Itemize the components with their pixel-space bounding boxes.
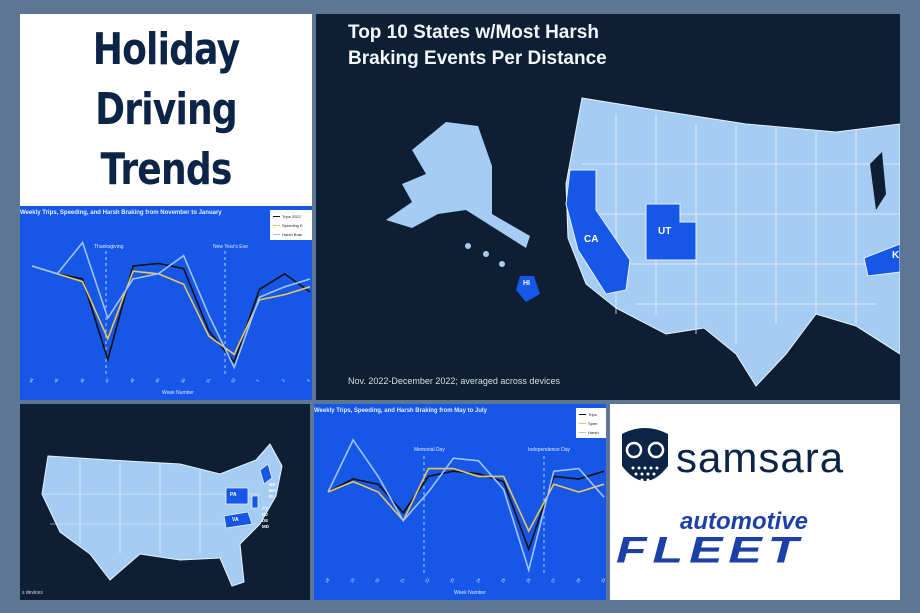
- california-highlight: [565, 169, 631, 295]
- annotation-independence-day: Independence Day: [528, 447, 570, 453]
- map-label-ma: MA: [269, 488, 276, 493]
- winter-x-axis-label: Week Number: [162, 390, 194, 396]
- series-line-2: [31, 265, 311, 356]
- map-label-ut: UT: [658, 226, 672, 237]
- alaska: [386, 122, 530, 248]
- legend-item: Harsh Brak: [282, 232, 303, 237]
- map-title-line-2: Braking Events Per Distance: [348, 48, 607, 69]
- summer-chart-title: Weekly Trips, Speeding, and Harsh Brakin…: [314, 408, 487, 414]
- map-label-nj: NJ: [262, 512, 268, 517]
- state-borders-small: [44, 460, 260, 554]
- series-line-2: [327, 467, 605, 533]
- map-label-nh: NH: [269, 482, 276, 487]
- legend-item: Trips 2022: [282, 214, 301, 219]
- winter-chart-panel: Weekly Trips, Speeding, and Harsh Brakin…: [20, 206, 312, 400]
- map-footnote: Nov. 2022-December 2022; averaged across…: [348, 376, 560, 386]
- us-map: [386, 97, 900, 387]
- harsh-braking-map-panel: Top 10 States w/Most Harsh Braking Event…: [316, 14, 900, 400]
- map-label-hi: HI: [523, 280, 530, 287]
- annotation-new-years-eve: New Year's Eve: [213, 244, 248, 250]
- winter-chart-title: Weekly Trips, Speeding, and Harsh Brakin…: [20, 210, 222, 216]
- continental-us-small: [41, 443, 283, 587]
- automotive-wordmark: automotive: [680, 508, 809, 535]
- summer-chart: [327, 438, 605, 574]
- northeast-highlight: [259, 463, 273, 485]
- east-map-footnote: s devices: [22, 590, 43, 596]
- map-label-ct: CT: [262, 506, 268, 511]
- legend-item: Trips: [588, 412, 597, 417]
- map-labels-midatlantic: CT NJ DE MD: [262, 506, 269, 530]
- annotation-memorial-day: Memorial Day: [414, 447, 445, 453]
- nj-highlight: [251, 495, 259, 509]
- map-label-va: VA: [232, 517, 239, 523]
- summer-chart-panel: Weekly Trips, Speeding, and Harsh Brakin…: [314, 404, 606, 600]
- lake-michigan: [870, 152, 886, 210]
- fleet-wordmark: FLEET: [616, 528, 805, 571]
- hawaii-island: [465, 243, 471, 249]
- us-map-east: [41, 443, 283, 587]
- map-title-line-1: Top 10 States w/Most Harsh: [348, 22, 599, 43]
- pennsylvania-highlight: [225, 487, 249, 505]
- summer-legend: Trips Spee Harsh: [576, 408, 606, 438]
- map-label-ca: CA: [584, 234, 599, 245]
- legend-item: Spee: [588, 421, 598, 426]
- hawaii-island: [483, 251, 489, 257]
- winter-chart: [31, 240, 311, 374]
- hawaii-island: [499, 261, 505, 267]
- map-label-pa: PA: [230, 492, 237, 498]
- series-line-1: [31, 262, 311, 364]
- continental-us: [565, 97, 900, 387]
- title-panel: Holiday Driving Trends: [20, 14, 312, 206]
- samsara-wordmark: samsara: [676, 434, 845, 481]
- east-map-panel: NH MA RI CT NJ DE MD PA VA s devices: [20, 404, 310, 600]
- kentucky-highlight: [863, 243, 900, 277]
- samsara-owl-icon: [622, 428, 668, 482]
- legend-item: Harsh: [588, 430, 599, 435]
- title-line-1: Holiday: [92, 24, 240, 75]
- legend-item: Speeding E: [282, 223, 303, 228]
- map-label-de: DE: [262, 518, 269, 523]
- map-label-ky: K: [892, 250, 900, 261]
- series-line-1: [327, 470, 605, 552]
- title-line-3: Trends: [100, 144, 233, 195]
- hawaii-highlight: [516, 276, 540, 302]
- summer-x-axis-label: Week Number: [454, 590, 486, 596]
- utah-highlight: [645, 203, 697, 261]
- map-labels-northeast: NH MA RI: [269, 482, 276, 500]
- series-line-3: [327, 438, 605, 573]
- winter-legend: Trips 2022 Speeding E Harsh Brak: [270, 210, 312, 240]
- logos-panel: samsara automotive FLEET: [610, 404, 900, 600]
- virginia-highlight: [223, 511, 253, 529]
- map-label-md: MD: [262, 524, 269, 529]
- map-label-ri: RI: [269, 494, 274, 499]
- title-line-2: Driving: [95, 84, 238, 135]
- series-line-3: [31, 240, 311, 370]
- annotation-thanksgiving: Thanksgiving: [94, 244, 124, 250]
